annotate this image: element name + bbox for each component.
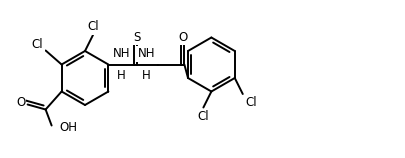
Text: OH: OH [60,121,77,134]
Text: Cl: Cl [87,21,98,33]
Text: H: H [117,70,126,82]
Text: Cl: Cl [32,38,43,51]
Text: O: O [178,31,188,44]
Text: Cl: Cl [244,97,256,109]
Text: NH: NH [112,48,130,61]
Text: NH: NH [137,48,155,61]
Text: Cl: Cl [197,110,209,123]
Text: S: S [133,31,141,44]
Text: O: O [16,96,25,109]
Text: H: H [142,70,150,82]
